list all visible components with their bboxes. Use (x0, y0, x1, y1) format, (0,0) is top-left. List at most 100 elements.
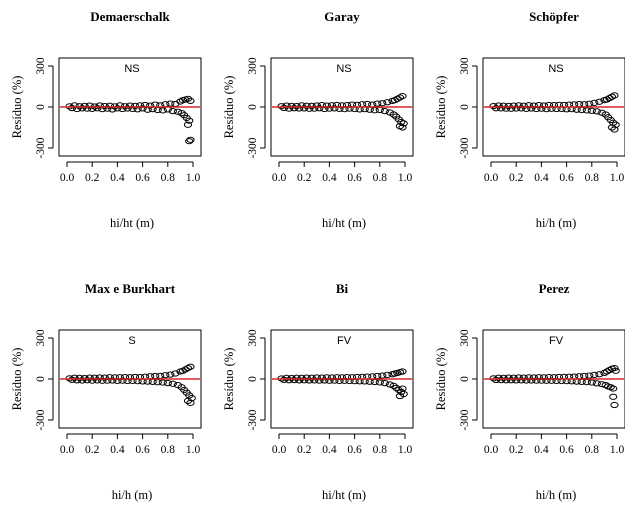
data-point (118, 377, 127, 384)
data-point (532, 377, 541, 384)
x-tick-label: 0.8 (161, 172, 176, 184)
data-point (115, 374, 125, 381)
x-tick-label: 0.2 (509, 444, 524, 456)
significance-label: FV (549, 335, 564, 347)
x-tick-label: 1.0 (398, 172, 413, 184)
x-tick-label: 0.6 (559, 172, 574, 184)
data-point (529, 374, 538, 381)
panel-title: Garay (324, 9, 360, 24)
panel-6: Perez FV 0.0 0.2 0.4 0.6 0.8 1.0 -300 0 300 hi/h (m… (434, 281, 625, 502)
data-point (327, 102, 337, 109)
x-tick-label: 1.0 (398, 444, 413, 456)
data-point (332, 374, 342, 381)
data-point (609, 393, 618, 400)
data-point (138, 105, 147, 112)
data-point (105, 102, 114, 109)
data-point (322, 374, 331, 381)
data-point (380, 380, 389, 387)
x-tick-label: 0.2 (85, 172, 100, 184)
x-axis-title: hi/h (m) (536, 216, 577, 230)
data-point (537, 105, 546, 112)
y-axis-title: Resíduo (%) (434, 348, 448, 411)
data-point (512, 105, 521, 112)
data-point (185, 117, 194, 124)
data-point (125, 102, 135, 109)
data-point (595, 98, 604, 105)
x-tick-label: 0.2 (85, 444, 100, 456)
data-point (534, 374, 543, 381)
x-tick-label: 0.0 (60, 444, 75, 456)
significance-label: FV (337, 335, 352, 347)
y-tick-label: 300 (35, 329, 47, 347)
x-tick-label: 0.6 (347, 172, 362, 184)
data-point (602, 368, 612, 375)
panel-title: Bi (336, 281, 349, 296)
panel-3: Schöpfer NS 0.0 0.2 0.4 0.6 0.8 1.0 -300 0 300 hi/h… (434, 9, 625, 230)
significance-label: S (128, 335, 135, 347)
data-point (186, 97, 195, 104)
data-point (537, 377, 546, 384)
data-point (529, 102, 538, 109)
data-point (611, 367, 620, 374)
data-point (524, 374, 533, 381)
x-tick-label: 0.4 (322, 172, 337, 184)
data-point (519, 102, 528, 109)
data-point (166, 371, 175, 378)
data-point (98, 377, 107, 384)
data-point (610, 364, 619, 372)
x-tick-label: 0.0 (484, 444, 499, 456)
data-point (183, 364, 193, 372)
x-axis-title: hi/h (m) (112, 488, 153, 502)
significance-label: NS (548, 63, 563, 75)
x-axis-title: hi/ht (m) (322, 216, 366, 230)
plot-frame (58, 57, 202, 157)
x-tick-label: 1.0 (186, 444, 201, 456)
y-axis-title: Resíduo (%) (434, 76, 448, 139)
x-tick-label: 0.8 (373, 172, 388, 184)
data-point (380, 108, 389, 115)
panel-title: Demaerschalk (90, 9, 170, 24)
y-tick-label: -300 (35, 137, 47, 158)
data-point (347, 374, 357, 381)
data-point (539, 102, 549, 109)
data-point (312, 374, 321, 381)
data-point (607, 93, 617, 100)
data-point (110, 374, 119, 381)
y-tick-label: 0 (35, 376, 47, 382)
data-point (105, 374, 114, 381)
data-point (108, 377, 117, 384)
data-point (378, 372, 387, 379)
data-point (70, 102, 79, 109)
x-tick-label: 0.8 (585, 172, 600, 184)
data-point (610, 401, 619, 409)
x-tick-label: 0.0 (272, 172, 287, 184)
y-tick-label: 300 (247, 329, 259, 347)
data-point (398, 368, 407, 375)
data-point (130, 102, 140, 110)
data-point (398, 92, 407, 100)
x-tick-label: 1.0 (186, 172, 201, 184)
data-point (592, 108, 601, 115)
plot-frame (482, 57, 625, 157)
y-tick-label: 300 (35, 57, 47, 75)
x-tick-label: 0.4 (322, 444, 337, 456)
data-point (609, 385, 618, 392)
data-point (373, 100, 382, 107)
data-point (146, 102, 155, 109)
data-point (295, 105, 304, 112)
plot-frame (270, 57, 414, 157)
data-point (158, 379, 167, 386)
y-tick-label: 300 (247, 57, 259, 75)
data-point (95, 374, 104, 381)
data-point (185, 138, 194, 145)
y-tick-label: 0 (35, 104, 47, 110)
data-point (168, 108, 177, 115)
x-tick-label: 0.6 (135, 172, 150, 184)
data-point (277, 103, 286, 110)
data-point (590, 99, 599, 107)
data-point (383, 371, 392, 378)
data-point (163, 380, 172, 387)
data-point (395, 123, 405, 130)
data-point (539, 374, 549, 381)
